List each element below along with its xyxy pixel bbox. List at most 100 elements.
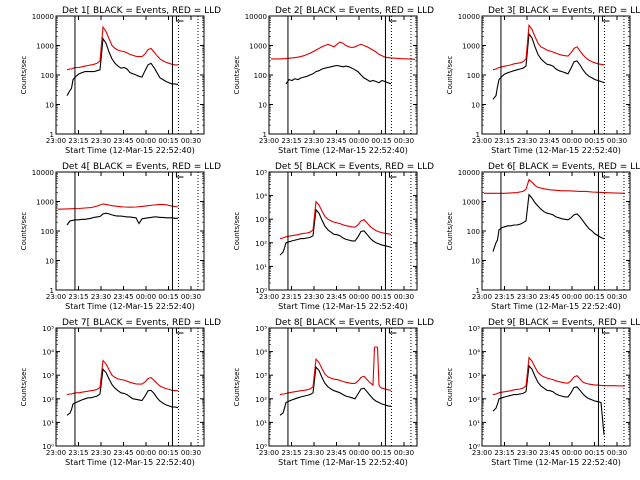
y-tick-label: 10²: [468, 396, 480, 404]
series-line-events: [285, 64, 392, 85]
chart-title: Det 4[ BLACK = Events, RED = LLD: [62, 162, 221, 172]
x-tick-label: 23:45: [539, 137, 559, 145]
y-tick-label: 100: [467, 228, 480, 236]
y-tick-label: 1: [476, 131, 480, 139]
y-tick-label: 10: [471, 102, 480, 110]
series-line-events: [66, 37, 179, 96]
chart-panel-3: Det 3[ BLACK = Events, RED = LLD 1 10 100 10…: [446, 6, 640, 155]
y-axis-label: Counts/sec: [446, 212, 454, 251]
x-tick-label: 23:30: [91, 137, 111, 145]
x-tick-label: 23:45: [326, 449, 346, 457]
y-tick-label: 10⁵: [42, 325, 54, 333]
corner-marker: [388, 16, 397, 22]
y-tick-label: 10⁰: [255, 287, 267, 295]
y-tick-label: 10⁰: [255, 443, 267, 451]
x-axis-label: Start Time (12-Mar-15 22:52:40): [278, 146, 408, 155]
x-tick-label: 23:15: [281, 293, 301, 301]
y-axis-label: Counts/sec: [20, 212, 28, 251]
x-tick-label: 23:45: [326, 293, 346, 301]
y-axis-label: Counts/sec: [20, 368, 28, 407]
series-line-lld: [66, 359, 178, 396]
y-axis-label: Counts/sec: [20, 56, 28, 95]
y-tick-label: 1000: [462, 199, 480, 207]
series-line-lld: [279, 200, 392, 240]
x-tick-label: 23:30: [91, 449, 111, 457]
y-tick-label: 10¹: [255, 419, 267, 427]
chart-panel-9: Det 9[ BLACK = Events, RED = LLD 10⁰ 10¹ 10…: [446, 318, 640, 467]
x-tick-label: 00:00: [136, 293, 156, 301]
plot-frame: [268, 327, 418, 447]
y-tick-label: 1: [50, 131, 54, 139]
y-tick-label: 100: [254, 72, 267, 80]
x-tick-label: 23:15: [68, 293, 88, 301]
corner-marker: [175, 172, 184, 178]
y-axis-label: Counts/sec: [233, 56, 241, 95]
plot-frame: [481, 15, 631, 135]
x-tick-label: 23:15: [281, 449, 301, 457]
y-tick-label: 1000: [36, 199, 54, 207]
y-tick-label: 10⁵: [255, 325, 267, 333]
series-line-events: [66, 367, 179, 416]
x-tick-label: 23:00: [46, 293, 66, 301]
x-tick-label: 00:15: [371, 137, 391, 145]
x-tick-label: 23:00: [472, 293, 492, 301]
y-axis-label: Counts/sec: [446, 368, 454, 407]
x-tick-label: 23:30: [304, 449, 324, 457]
y-tick-label: 1000: [36, 43, 54, 51]
x-tick-label: 00:00: [562, 293, 582, 301]
corner-marker: [601, 16, 610, 22]
y-tick-label: 10²: [42, 396, 54, 404]
y-tick-label: 10⁴: [255, 193, 267, 201]
y-tick-label: 10: [258, 102, 267, 110]
x-tick-label: 00:00: [562, 137, 582, 145]
x-tick-label: 23:45: [326, 137, 346, 145]
x-tick-label: 00:00: [349, 293, 369, 301]
chart-panel-7: Det 7[ BLACK = Events, RED = LLD 10⁰ 10¹ 10…: [20, 318, 221, 467]
x-tick-label: 23:00: [259, 293, 279, 301]
x-tick-label: 23:00: [259, 449, 279, 457]
y-tick-label: 10000: [32, 13, 54, 21]
y-tick-label: 10000: [32, 169, 54, 177]
y-tick-label: 10³: [255, 372, 267, 380]
corner-marker: [388, 172, 397, 178]
x-tick-label: 00:30: [607, 137, 627, 145]
series-line-events: [492, 32, 605, 100]
chart-title: Det 8[ BLACK = Events, RED = LLD: [275, 318, 434, 328]
x-axis-label: Start Time (12-Mar-15 22:52:40): [65, 146, 195, 155]
x-tick-label: 00:00: [136, 449, 156, 457]
plot-frame: [55, 15, 205, 135]
x-tick-label: 00:30: [394, 449, 414, 457]
y-axis-label: Counts/sec: [446, 56, 454, 95]
y-tick-label: 10000: [458, 169, 480, 177]
plot-frame: [268, 171, 418, 291]
series-line-events: [492, 193, 605, 252]
chart-title: Det 6[ BLACK = Events, RED = LLD: [488, 162, 640, 172]
y-tick-label: 1: [476, 287, 480, 295]
x-tick-label: 23:45: [539, 449, 559, 457]
series-line-events: [279, 208, 392, 256]
x-tick-label: 23:45: [113, 293, 133, 301]
x-tick-label: 00:30: [181, 293, 201, 301]
x-tick-label: 23:45: [113, 137, 133, 145]
chart-title: Det 9[ BLACK = Events, RED = LLD: [488, 318, 640, 328]
chart-panel-4: Det 4[ BLACK = Events, RED = LLD 1 10 100 10…: [20, 162, 221, 311]
y-tick-label: 10²: [255, 240, 267, 248]
y-tick-label: 10³: [468, 372, 480, 380]
chart-title: Det 2[ BLACK = Events, RED = LLD: [275, 6, 434, 16]
corner-marker: [601, 328, 610, 334]
x-tick-label: 00:15: [158, 137, 178, 145]
x-tick-label: 23:15: [494, 137, 514, 145]
series-line-events: [66, 212, 178, 226]
x-tick-label: 23:30: [304, 137, 324, 145]
x-tick-label: 00:15: [584, 449, 604, 457]
plot-frame: [268, 15, 418, 135]
y-tick-label: 10⁰: [468, 443, 480, 451]
x-tick-label: 23:30: [517, 449, 537, 457]
x-tick-label: 00:30: [607, 449, 627, 457]
plot-frame: [481, 171, 631, 291]
corner-marker: [601, 172, 610, 178]
chart-panel-1: Det 1[ BLACK = Events, RED = LLD 1 10 100 10…: [20, 6, 221, 155]
corner-marker: [175, 328, 184, 334]
x-tick-label: 00:00: [136, 137, 156, 145]
